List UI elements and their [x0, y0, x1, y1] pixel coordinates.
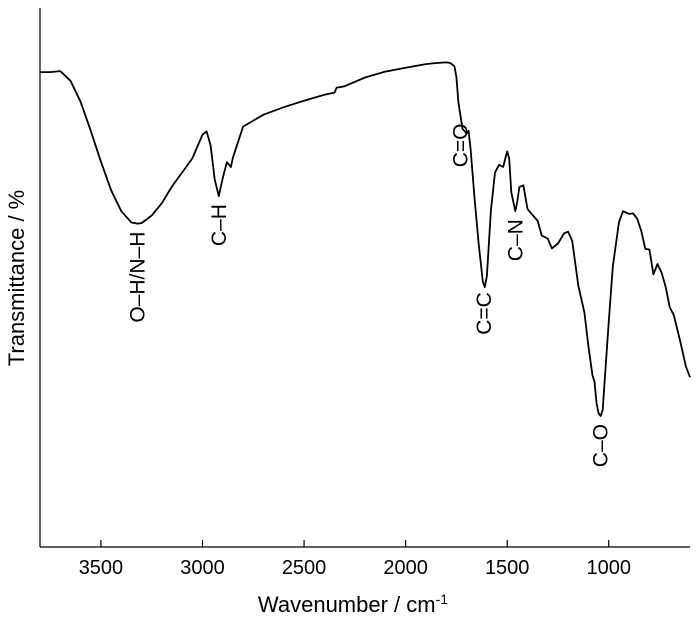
series-layer: [40, 61, 691, 417]
peak-label-0: O–H/N–H: [127, 232, 150, 323]
plot-frame: [39, 8, 690, 548]
x-axis-label-superscript: -1: [436, 591, 449, 607]
peak-annotations: O–H/N–H C–H C=O C=C C–N C–O: [127, 124, 613, 468]
x-ticks: 3500 3000 2500 2000 1500 1000: [79, 540, 631, 579]
peak-label-2: C=O: [450, 124, 473, 168]
spectrum-line-0: [40, 61, 691, 417]
x-tick-label-1500: 1500: [485, 557, 530, 579]
x-axis-label: Wavenumber / cm-1: [258, 591, 448, 617]
x-tick-label-3500: 3500: [79, 557, 124, 579]
peak-label-4: C–N: [504, 219, 527, 261]
peak-label-1: C–H: [208, 204, 231, 246]
x-tick-label-2000: 2000: [383, 557, 428, 579]
x-tick-label-1000: 1000: [587, 557, 632, 579]
x-tick-label-2500: 2500: [282, 557, 327, 579]
peak-label-3: C=C: [473, 292, 496, 335]
peak-label-5: C–O: [590, 424, 613, 467]
x-tick-label-3000: 3000: [180, 557, 225, 579]
y-axis-label: Transmittance / %: [4, 190, 29, 366]
